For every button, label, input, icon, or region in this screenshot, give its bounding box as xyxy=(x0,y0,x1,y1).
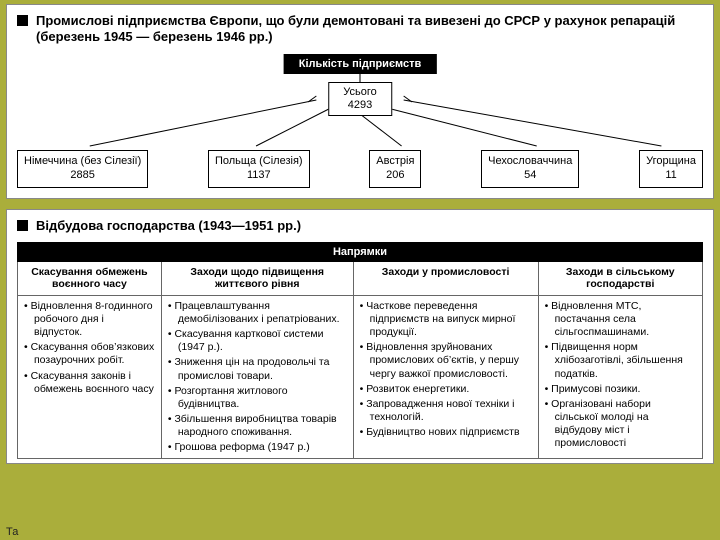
column-header: Заходи у промисловості xyxy=(353,261,538,295)
total-box: Усього 4293 xyxy=(328,82,392,116)
panel2-title-row: Відбудова господарства (1943—1951 рр.) xyxy=(17,218,703,234)
total-label: Усього xyxy=(343,86,377,98)
country-box: Німеччина (без Сілезії)2885 xyxy=(17,150,148,188)
panel-reconstruction: Відбудова господарства (1943—1951 рр.) Н… xyxy=(6,209,714,465)
total-value: 4293 xyxy=(348,99,372,111)
table-cell: Відновлення 8-годинного робочого дня і в… xyxy=(18,295,162,458)
list-item: Підвищення норм хлібозаготівлі, збільшен… xyxy=(545,341,696,380)
list-item: Відновлення 8-годинного робочого дня і в… xyxy=(24,300,155,339)
country-name: Німеччина (без Сілезії) xyxy=(24,155,141,169)
list-item: Часткове переведення підприємств на випу… xyxy=(360,300,532,339)
list-item: Скасування карткової системи (1947 р.). xyxy=(168,328,347,354)
country-value: 1137 xyxy=(215,169,303,183)
list-item: Зниження цін на продовольчі та промислов… xyxy=(168,356,347,382)
country-box: Угорщина11 xyxy=(639,150,703,188)
country-value: 2885 xyxy=(24,169,141,183)
list-item: Скасування обов’язкових позаурочних робі… xyxy=(24,341,155,367)
table-header: Напрямки xyxy=(18,242,703,261)
panel1-title: Промислові підприємства Європи, що були … xyxy=(36,13,703,46)
column-header: Заходи щодо підвищення життєвого рівня xyxy=(161,261,353,295)
country-box: Польща (Сілезія)1137 xyxy=(208,150,310,188)
count-header: Кількість підприємств xyxy=(284,54,437,74)
title-bullet-icon xyxy=(17,15,28,26)
footer-fragment: Та xyxy=(6,526,18,538)
list-item: Організовані набори сільської молоді на … xyxy=(545,398,696,451)
list-item: Відновлення зруйнованих промислових об’є… xyxy=(360,341,532,380)
list-item: Примусові позики. xyxy=(545,383,696,396)
list-item: Розвиток енергетики. xyxy=(360,383,532,396)
enterprises-tree-diagram: Кількість підприємств Усього 4293 Німечч… xyxy=(17,54,703,188)
table-cell: Часткове переведення підприємств на випу… xyxy=(353,295,538,458)
directions-table: Напрямки Скасування обмежень воєнного ча… xyxy=(17,242,703,460)
title-bullet-icon xyxy=(17,220,28,231)
column-header: Заходи в сільському господарстві xyxy=(538,261,702,295)
list-item: Запровадження нової техніки і технологій… xyxy=(360,398,532,424)
country-value: 11 xyxy=(646,169,696,183)
list-item: Будівництво нових підприємств xyxy=(360,426,532,439)
list-item: Скасування законів і обмежень воєнного ч… xyxy=(24,370,155,396)
list-item: Працевлаштування демобілізованих і репат… xyxy=(168,300,347,326)
list-item: Відновлення МТС, постачання села сільгос… xyxy=(545,300,696,339)
column-header: Скасування обмежень воєнного часу xyxy=(18,261,162,295)
country-name: Австрія xyxy=(376,155,414,169)
country-value: 206 xyxy=(376,169,414,183)
panel1-title-row: Промислові підприємства Європи, що були … xyxy=(17,13,703,46)
panel2-title: Відбудова господарства (1943—1951 рр.) xyxy=(36,218,703,234)
list-item: Грошова реформа (1947 р.) xyxy=(168,441,347,454)
country-name: Угорщина xyxy=(646,155,696,169)
country-box: Австрія206 xyxy=(369,150,421,188)
table-cell: Працевлаштування демобілізованих і репат… xyxy=(161,295,353,458)
country-name: Чехословаччина xyxy=(488,155,572,169)
panel-reparations: Промислові підприємства Європи, що були … xyxy=(6,4,714,199)
country-boxes-row: Німеччина (без Сілезії)2885 Польща (Сілез… xyxy=(17,150,703,188)
country-box: Чехословаччина54 xyxy=(481,150,579,188)
table-cell: Відновлення МТС, постачання села сільгос… xyxy=(538,295,702,458)
country-name: Польща (Сілезія) xyxy=(215,155,303,169)
list-item: Збільшення виробництва товарів народного… xyxy=(168,413,347,439)
country-value: 54 xyxy=(488,169,572,183)
list-item: Розгортання житлового будівництва. xyxy=(168,385,347,411)
